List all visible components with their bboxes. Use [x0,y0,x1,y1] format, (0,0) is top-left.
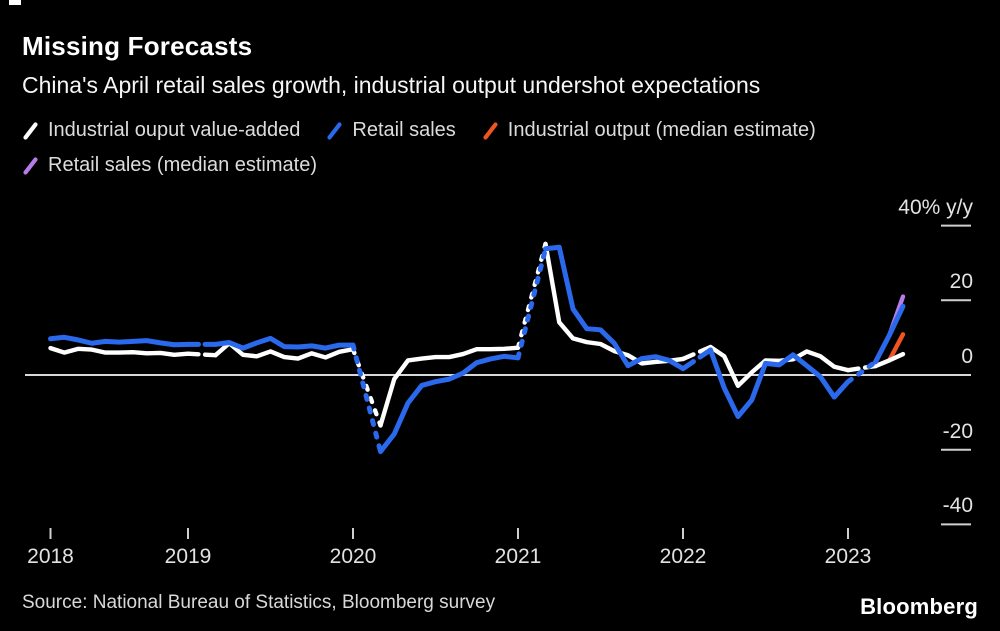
series-1-year-5 [873,303,906,365]
legend-item-2: Industrial output (median estimate) [482,119,816,142]
y-axis-label: -20 [942,419,973,443]
legend-item-1: Retail sales [326,119,456,142]
legend-label: Retail sales (median estimate) [48,154,317,176]
series-0-year-5 [873,351,906,369]
series-1-connector-dashed [350,342,383,455]
legend-slash-icon [23,121,38,140]
x-axis-label: 2018 [27,545,74,568]
source-note: Source: National Bureau of Statistics, B… [22,592,496,613]
legend-item-3: Retail sales (median estimate) [22,154,317,177]
series-1-year-4 [708,347,851,419]
y-axis-label: -40 [942,494,973,518]
chart-subtitle: China's April retail sales growth, indus… [22,72,761,98]
series-0-year-3 [543,241,686,366]
series-1-year-1 [213,335,356,351]
legend-slash-icon [23,156,38,175]
x-axis-label: 2019 [164,545,212,568]
series-0-year-0 [48,345,191,358]
y-axis-label: 20 [949,270,973,294]
series-0-year-2 [378,345,521,428]
legend-slash-icon [483,121,498,140]
x-axis-label: 2023 [824,545,872,568]
series-1-year-2 [378,353,521,455]
legend-label: Industrial output (median estimate) [507,119,816,141]
estimate-line-0 [887,332,906,363]
series-0-year-4 [708,344,851,389]
x-axis-label: 2022 [659,545,707,568]
y-axis-label: 40% y/y [898,195,973,219]
y-axis-label: 0 [961,345,973,368]
legend-item-0: Industrial ouput value-added [22,119,300,142]
chart-title: Missing Forecasts [22,31,253,61]
x-axis-label: 2020 [329,545,377,568]
series-1-year-3 [543,244,686,372]
legend-label: Retail sales [352,119,456,141]
screen-artifact [9,0,21,5]
x-axis-label: 2021 [494,545,542,568]
legend: Industrial ouput value-added Retail sales… [22,119,972,177]
series-1-year-0 [48,334,191,348]
legend-slash-icon [327,121,343,140]
series-0-year-1 [213,341,356,361]
series-1-connector-dashed [845,359,878,385]
series-1-connector-dashed [515,246,548,361]
legend-label: Industrial ouput value-added [48,119,301,141]
bloomberg-logo: Bloomberg [860,594,978,619]
